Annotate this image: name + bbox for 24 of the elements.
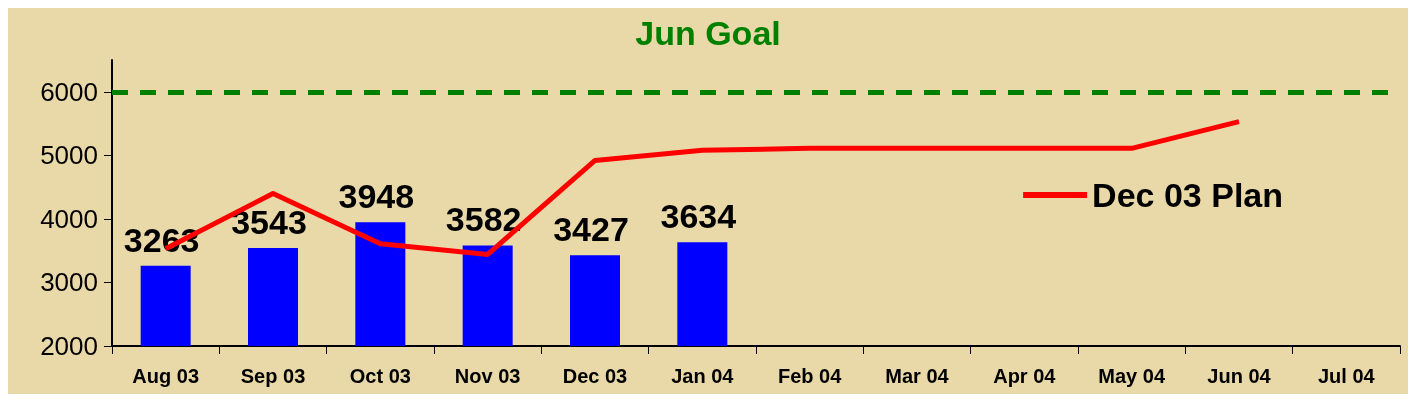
y-tick-label: 5000 bbox=[40, 140, 98, 171]
y-tick-label: 4000 bbox=[40, 203, 98, 234]
x-tick-label: Feb 04 bbox=[777, 365, 843, 387]
x-tick-label: Mar 04 bbox=[885, 365, 950, 387]
data-label: 3427 bbox=[553, 210, 629, 249]
x-tick-label: Oct 03 bbox=[349, 365, 411, 387]
ref-line-label: Jun Goal bbox=[635, 14, 781, 52]
y-tick-label: 3000 bbox=[40, 267, 98, 298]
y-tick-label: 6000 bbox=[40, 76, 98, 107]
x-tick-label: Apr 04 bbox=[993, 365, 1057, 387]
x-tick-label: May 04 bbox=[1098, 365, 1166, 387]
x-tick-label: Aug 03 bbox=[132, 365, 200, 387]
data-label: 3948 bbox=[338, 177, 415, 216]
x-tick-label: Jun 04 bbox=[1207, 365, 1272, 387]
x-tick-label: Jan 04 bbox=[671, 365, 735, 387]
x-tick-label: Nov 03 bbox=[454, 365, 521, 387]
x-tick-label: Dec 03 bbox=[562, 365, 628, 387]
legend-label: Dec 03 Plan bbox=[1092, 176, 1284, 214]
x-tick-label: Sep 03 bbox=[240, 365, 306, 387]
data-label: 3582 bbox=[445, 200, 522, 239]
y-tick-label: 2000 bbox=[40, 331, 98, 361]
data-label: 3634 bbox=[660, 197, 737, 236]
data-label: 3543 bbox=[231, 202, 307, 241]
x-tick-label: Jul 04 bbox=[1317, 365, 1376, 387]
